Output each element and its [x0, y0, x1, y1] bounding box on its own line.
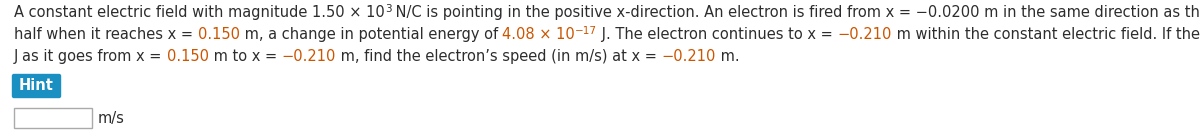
Text: A constant electric field with magnitude 1.50 × 10: A constant electric field with magnitude… [14, 5, 385, 20]
Text: m, find the electron’s speed (in m/s) at x =: m, find the electron’s speed (in m/s) at… [336, 49, 661, 64]
Text: N/C is pointing in the positive x-direction. An electron is fired from x = −0.02: N/C is pointing in the positive x-direct… [391, 5, 1200, 20]
Text: m within the constant electric field. If there’s a change in potential energy of: m within the constant electric field. If… [892, 27, 1200, 42]
Text: −0.210: −0.210 [838, 27, 892, 42]
Text: −0.210: −0.210 [282, 49, 336, 64]
Bar [14, 108, 92, 128]
Text: half when it reaches x =: half when it reaches x = [14, 27, 198, 42]
Text: 4.08 × 10: 4.08 × 10 [503, 27, 575, 42]
Text: m.: m. [716, 49, 739, 64]
Text: m, a change in potential energy of: m, a change in potential energy of [240, 27, 503, 42]
Text: J as it goes from x =: J as it goes from x = [14, 49, 167, 64]
Text: 0.150: 0.150 [198, 27, 240, 42]
Text: 0.150: 0.150 [167, 49, 209, 64]
Text: 3: 3 [385, 4, 391, 14]
Text: m/s: m/s [98, 111, 125, 125]
Text: J. The electron continues to x =: J. The electron continues to x = [598, 27, 838, 42]
Text: m to x =: m to x = [209, 49, 282, 64]
Text: Hint: Hint [19, 79, 54, 94]
FancyBboxPatch shape [12, 75, 60, 98]
Text: −17: −17 [575, 26, 598, 36]
Text: −0.210: −0.210 [661, 49, 716, 64]
